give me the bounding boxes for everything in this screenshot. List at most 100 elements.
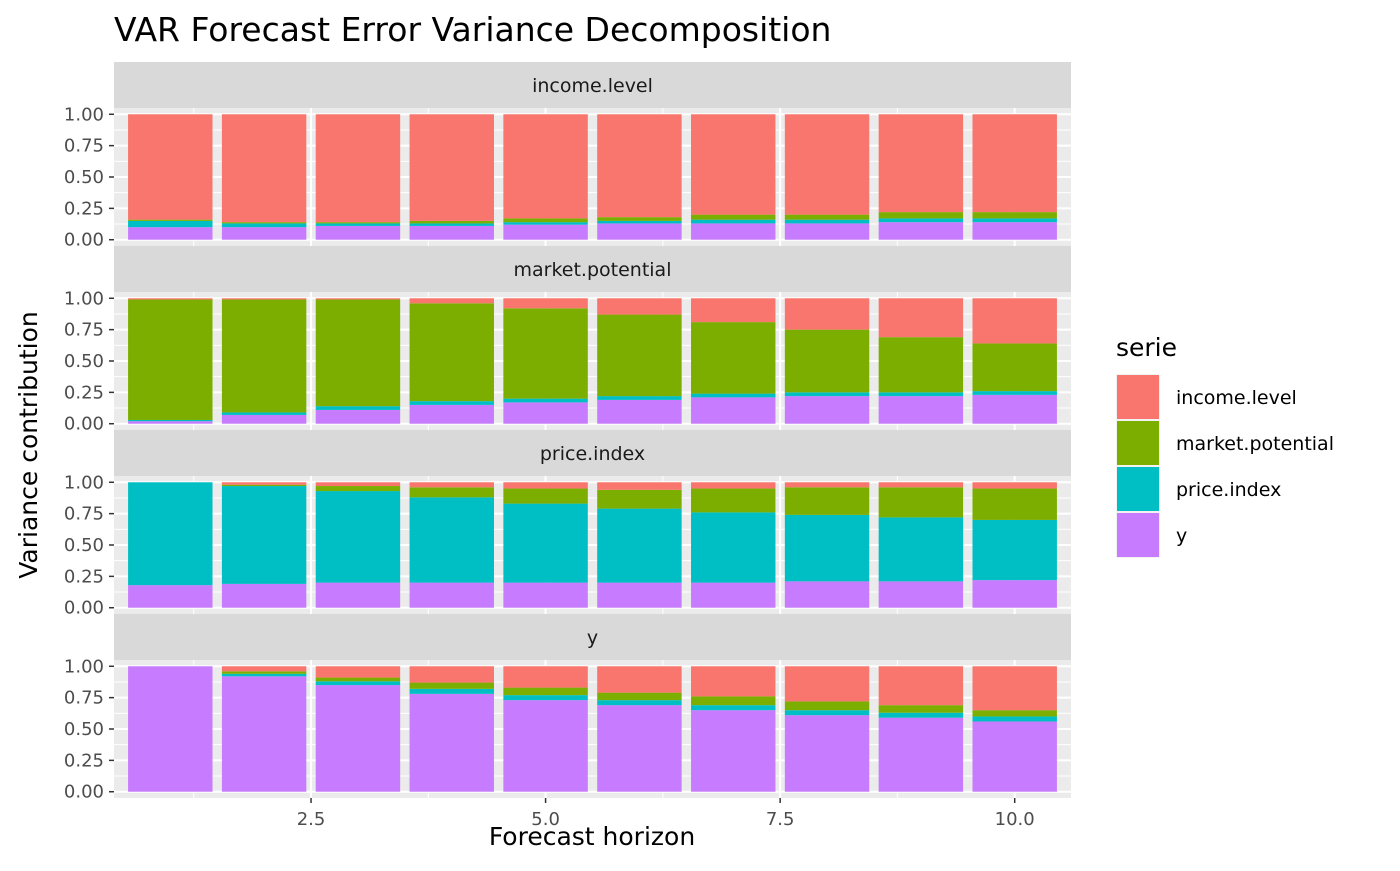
bar-segment-income-level [784, 666, 870, 702]
bar-segment-income-level [691, 298, 776, 323]
bar-segment-y [221, 583, 307, 608]
bar-segment-income-level [878, 666, 964, 706]
bar-segment-y [784, 396, 870, 424]
bar-segment-market-potential [597, 489, 682, 509]
y-tick-label: 0.75 [64, 688, 104, 709]
y-tick-label: 1.00 [64, 472, 104, 493]
bar-segment-y [409, 404, 494, 424]
bar-segment-y [878, 717, 964, 792]
bar-segment-income-level [503, 666, 588, 688]
facet-strip [114, 614, 1071, 660]
y-tick-label: 0.25 [64, 750, 104, 771]
bar-segment-market-potential [972, 212, 1057, 219]
bar-segment-income-level [878, 298, 964, 338]
bar-segment-y [128, 585, 213, 608]
legend-key-swatch [1117, 513, 1159, 557]
bar-segment-price-index [221, 673, 307, 677]
bar-segment-price-index [597, 220, 682, 224]
bar-segment-y [221, 414, 307, 424]
y-tick-label: 0.50 [64, 719, 104, 740]
facet-strip-label: market.potential [514, 259, 672, 281]
bar-segment-market-potential [972, 343, 1057, 392]
bar-segment-income-level [691, 114, 776, 215]
bar-segment-market-potential [409, 220, 494, 224]
bar-segment-price-index [221, 223, 307, 228]
bar-segment-market-potential [221, 484, 307, 487]
bar-segment-market-potential [597, 314, 682, 397]
y-tick-label: 0.50 [64, 351, 104, 372]
bar-segment-market-potential [315, 222, 401, 224]
bar-segment-y [503, 700, 588, 792]
bar-segment-price-index [972, 218, 1057, 223]
facet-panels: income.level 0.00 0.25 0.50 0.75 1.00 market.p… [64, 62, 1071, 803]
bar-segment-market-potential [221, 671, 307, 674]
y-tick-label: 0.00 [64, 598, 104, 619]
bar-segment-market-potential [503, 218, 588, 223]
bar-segment-income-level [597, 666, 682, 693]
bar-segment-price-index [503, 503, 588, 583]
legend-key-swatch [1117, 467, 1159, 511]
bar-segment-income-level [597, 114, 682, 218]
bar-segment-y [972, 721, 1057, 792]
bar-segment-market-potential [221, 222, 307, 224]
facet-panel-y: y 0.00 0.25 0.50 0.75 1.00 [64, 614, 1071, 803]
y-tick-label: 0.75 [64, 136, 104, 157]
bar-segment-y [221, 676, 307, 792]
bar-segment-income-level [597, 482, 682, 490]
facet-panel-price-index: price.index 0.00 0.25 0.50 0.75 1.00 [64, 430, 1071, 619]
bar-segment-income-level [409, 482, 494, 488]
facet-strip-label: income.level [532, 75, 653, 97]
bar-segment-market-potential [784, 701, 870, 711]
y-tick-label: 0.25 [64, 566, 104, 587]
bar-segment-income-level [972, 114, 1057, 213]
facet-strip [114, 246, 1071, 292]
bar-segment-income-level [409, 666, 494, 683]
y-tick-label: 1.00 [64, 656, 104, 677]
y-tick-label: 0.00 [64, 230, 104, 251]
bar-segment-market-potential [315, 486, 401, 492]
facet-strip-label: price.index [540, 443, 645, 465]
bar-segment-price-index [221, 412, 307, 415]
bar-segment-y [972, 394, 1057, 424]
bar-segment-y [597, 582, 682, 608]
bar-segment-income-level [878, 482, 964, 488]
bar-segment-y [784, 581, 870, 608]
facet-strip [114, 430, 1071, 476]
bar-segment-income-level [315, 298, 401, 300]
y-tick-label: 0.75 [64, 320, 104, 341]
bar-segment-market-potential [878, 212, 964, 219]
legend-entry-label: income.level [1176, 387, 1297, 409]
y-tick-label: 0.00 [64, 414, 104, 435]
bar-segment-market-potential [503, 488, 588, 504]
bar-segment-price-index [784, 219, 870, 224]
bar-segment-market-potential [691, 214, 776, 220]
bar-segment-price-index [691, 705, 776, 711]
bar-segment-market-potential [409, 487, 494, 498]
facet-strip-label: y [587, 627, 598, 649]
bar-segment-income-level [315, 114, 401, 223]
bar-segment-y [878, 396, 964, 424]
bar-segment-y [503, 402, 588, 424]
bar-segment-y [128, 227, 213, 240]
bar-segment-income-level [409, 114, 494, 221]
bar-segment-price-index [784, 392, 870, 397]
bar-segment-income-level [784, 298, 870, 330]
bar-segment-income-level [503, 482, 588, 489]
bar-segment-price-index [597, 508, 682, 583]
bar-segment-y [315, 582, 401, 608]
bar-segment-y [409, 693, 494, 792]
bar-segment-y [409, 225, 494, 240]
bar-segment-price-index [878, 392, 964, 397]
bar-segment-income-level [221, 482, 307, 485]
bar-segment-y [597, 399, 682, 424]
bar-segment-price-index [503, 398, 588, 403]
bar-segment-y [409, 582, 494, 608]
bar-segment-market-potential [784, 329, 870, 393]
bar-segment-price-index [784, 514, 870, 582]
bar-segment-y [503, 582, 588, 608]
bar-segment-market-potential [503, 308, 588, 399]
facet-panel-market-potential: market.potential 0.00 0.25 0.50 0.75 1.00 [64, 246, 1071, 435]
bar-segment-income-level [503, 114, 588, 219]
x-tick-label: 10.0 [995, 809, 1035, 830]
